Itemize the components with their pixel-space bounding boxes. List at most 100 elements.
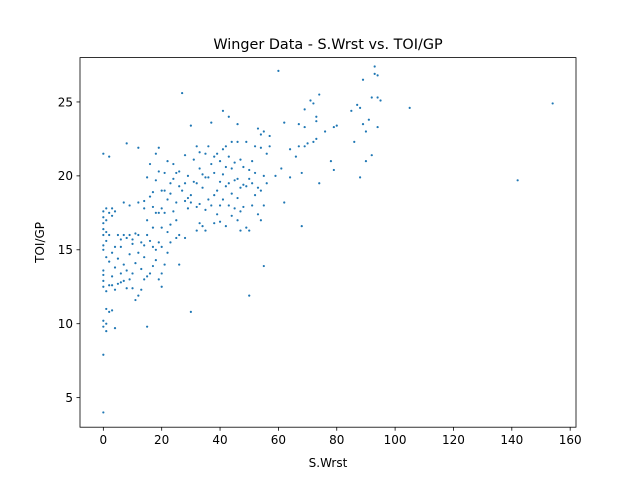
data-point: [113, 210, 117, 213]
data-point: [221, 173, 225, 176]
data-point: [178, 170, 181, 173]
data-point: [303, 145, 306, 148]
data-point: [303, 125, 306, 129]
data-point: [224, 145, 227, 148]
data-point: [105, 219, 108, 222]
data-point: [230, 167, 233, 170]
data-point: [143, 207, 146, 210]
data-point: [262, 130, 265, 133]
y-tick-label: 10: [58, 317, 73, 331]
data-point: [108, 233, 111, 237]
data-point: [186, 174, 190, 177]
data-point: [137, 201, 140, 204]
data-point: [108, 155, 111, 158]
data-point: [102, 222, 105, 225]
data-point: [131, 242, 134, 245]
data-point: [151, 264, 155, 268]
data-point: [143, 278, 146, 281]
data-point: [312, 140, 315, 143]
data-point: [134, 232, 137, 235]
data-point: [192, 158, 195, 161]
data-point: [102, 244, 105, 247]
data-point: [128, 233, 131, 237]
data-point: [230, 214, 233, 217]
data-point: [183, 199, 187, 203]
data-point: [178, 185, 181, 188]
data-point: [213, 193, 216, 197]
data-point: [248, 168, 251, 172]
data-point: [300, 225, 303, 228]
data-point: [160, 245, 163, 248]
data-point: [192, 180, 195, 183]
data-point: [195, 229, 198, 232]
data-point: [364, 159, 368, 163]
x-tick-label: 160: [559, 433, 582, 447]
data-point: [297, 123, 300, 126]
data-point: [119, 238, 122, 241]
x-tick-label: 140: [500, 433, 523, 447]
data-point: [134, 298, 137, 302]
data-point: [230, 192, 233, 195]
data-point: [408, 106, 411, 109]
data-point: [175, 236, 178, 240]
data-point: [102, 319, 105, 322]
data-point: [140, 267, 143, 271]
data-point: [239, 210, 242, 213]
data-point: [239, 186, 242, 189]
data-point: [183, 154, 187, 157]
data-point: [376, 125, 379, 129]
data-point: [367, 118, 370, 121]
data-point: [146, 176, 149, 179]
data-point: [318, 93, 321, 96]
data-point: [315, 120, 318, 123]
data-point: [236, 196, 239, 200]
data-point: [195, 182, 198, 185]
data-point: [245, 226, 248, 229]
data-point: [230, 140, 233, 143]
data-point: [163, 171, 166, 175]
y-tick-label: 25: [58, 95, 73, 109]
data-point: [373, 65, 376, 68]
data-point: [178, 233, 181, 237]
data-point: [102, 353, 105, 356]
data-point: [242, 183, 245, 186]
data-point: [102, 227, 105, 231]
data-point: [172, 210, 175, 213]
data-point: [227, 182, 230, 185]
data-point: [166, 251, 169, 254]
data-point: [262, 264, 265, 268]
x-tick-label: 0: [100, 433, 108, 447]
data-point: [148, 195, 152, 198]
data-point: [204, 176, 207, 179]
data-point: [248, 177, 251, 180]
y-tick-label: 5: [65, 391, 73, 405]
data-point: [116, 282, 120, 285]
x-axis: 0 20 40 60 80 100 120 140 160: [100, 427, 582, 447]
data-point: [137, 233, 140, 237]
data-point: [353, 140, 356, 143]
data-point: [148, 272, 152, 275]
data-point: [128, 278, 131, 281]
data-point: [236, 219, 239, 222]
data-point: [265, 152, 268, 155]
data-point: [364, 130, 368, 133]
data-point: [309, 99, 312, 102]
data-point: [277, 69, 280, 73]
data-point: [119, 245, 122, 248]
x-axis-label: S.Wrst: [309, 456, 348, 470]
data-point: [105, 239, 108, 243]
data-point: [248, 294, 251, 297]
y-tick-label: 15: [58, 243, 73, 257]
data-point: [122, 279, 125, 282]
data-point: [125, 287, 128, 290]
data-point: [233, 161, 236, 164]
data-point: [169, 182, 172, 185]
data-point: [262, 204, 265, 207]
data-point: [154, 211, 157, 214]
data-point: [113, 288, 117, 291]
data-point: [131, 272, 134, 275]
data-point: [151, 226, 155, 229]
data-point: [259, 133, 262, 136]
data-point: [370, 96, 373, 99]
